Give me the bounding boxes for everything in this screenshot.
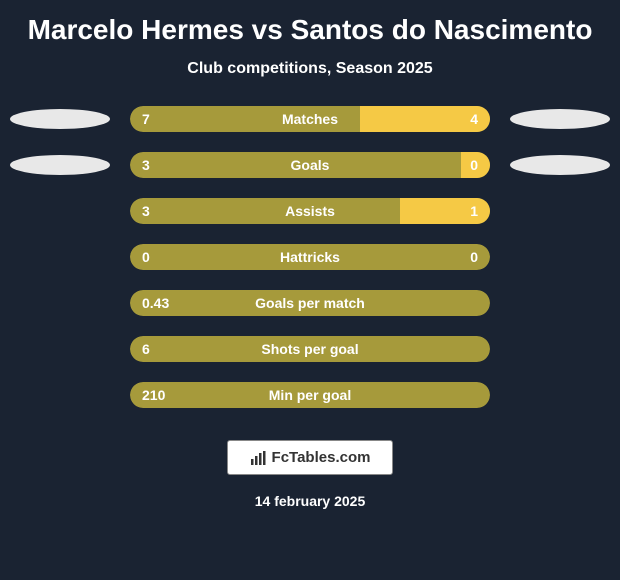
- stat-bar: 3Assists1: [130, 198, 490, 224]
- source-badge[interactable]: FcTables.com: [227, 440, 394, 475]
- stat-row: 7Matches4: [10, 106, 610, 132]
- stat-row: 210Min per goal: [10, 382, 610, 408]
- stat-label: Goals: [130, 152, 490, 178]
- team-badge-left: [10, 109, 110, 129]
- stat-bar: 0.43Goals per match: [130, 290, 490, 316]
- stat-value-right: 0: [470, 244, 478, 270]
- stat-value-right: 1: [470, 198, 478, 224]
- chart-icon: [250, 450, 266, 466]
- chart-rows: 7Matches43Goals03Assists10Hattricks00.43…: [10, 106, 610, 428]
- stat-bar: 210Min per goal: [130, 382, 490, 408]
- page-subtitle: Club competitions, Season 2025: [187, 60, 432, 78]
- team-badge-left: [10, 155, 110, 175]
- stat-row: 0.43Goals per match: [10, 290, 610, 316]
- stat-row: 3Assists1: [10, 198, 610, 224]
- stat-label: Goals per match: [130, 290, 490, 316]
- stat-value-right: 4: [470, 106, 478, 132]
- source-text: FcTables.com: [272, 449, 371, 466]
- stat-row: 6Shots per goal: [10, 336, 610, 362]
- comparison-container: Marcelo Hermes vs Santos do Nascimento C…: [0, 0, 620, 580]
- stat-row: 0Hattricks0: [10, 244, 610, 270]
- stat-bar: 0Hattricks0: [130, 244, 490, 270]
- stat-bar: 6Shots per goal: [130, 336, 490, 362]
- date-text: 14 february 2025: [255, 493, 366, 509]
- stat-label: Hattricks: [130, 244, 490, 270]
- stat-label: Shots per goal: [130, 336, 490, 362]
- stat-value-right: 0: [470, 152, 478, 178]
- stat-label: Assists: [130, 198, 490, 224]
- stat-row: 3Goals0: [10, 152, 610, 178]
- stat-label: Min per goal: [130, 382, 490, 408]
- page-title: Marcelo Hermes vs Santos do Nascimento: [28, 14, 593, 46]
- team-badge-right: [510, 155, 610, 175]
- stat-bar: 7Matches4: [130, 106, 490, 132]
- team-badge-right: [510, 109, 610, 129]
- stat-label: Matches: [130, 106, 490, 132]
- stat-bar: 3Goals0: [130, 152, 490, 178]
